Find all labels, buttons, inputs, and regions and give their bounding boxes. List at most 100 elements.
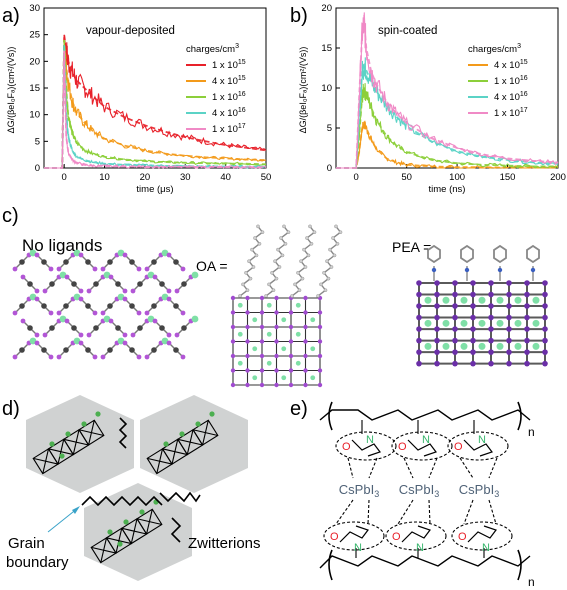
panel-a-xlabel: time (μs) <box>136 184 173 195</box>
chain-atom <box>297 288 302 293</box>
iodide-atom <box>434 291 440 298</box>
lead-atom <box>63 303 69 309</box>
cation-dot <box>95 411 101 417</box>
series-trace-4 <box>44 50 267 169</box>
panel-c-label-pea: PEA = <box>392 239 431 255</box>
lead-atom <box>93 325 99 331</box>
cesium-atom <box>532 319 540 327</box>
coordination-dash <box>459 457 474 479</box>
cesium-atom <box>266 360 272 366</box>
iodide-atom <box>259 368 265 373</box>
iodide-atom <box>506 337 512 344</box>
iodide-atom <box>12 354 18 360</box>
cesium-atom <box>191 315 199 323</box>
iodide-atom <box>488 303 494 309</box>
iodide-atom <box>34 288 40 294</box>
iodide-atom <box>122 288 128 294</box>
chain-atom <box>274 276 279 281</box>
iodide-atom <box>136 310 142 316</box>
iodide-atom <box>452 291 458 298</box>
legend-label: 4 x 1016 <box>494 91 528 103</box>
chain-atom <box>316 294 320 298</box>
cesium-atom <box>266 331 272 337</box>
iodide-atom <box>245 368 250 373</box>
cesium-atom <box>496 296 504 304</box>
iodide-atom <box>452 326 458 332</box>
oa-ligand-lattice-diagram <box>230 224 343 388</box>
cation-dot <box>163 441 169 447</box>
iodide-atom <box>317 310 323 315</box>
iodide-atom <box>136 266 142 272</box>
iodide-atom <box>542 280 548 286</box>
top-pyrrolidone-ring-0: ON <box>335 431 397 461</box>
chain-atom <box>250 247 254 252</box>
cesium-atom <box>478 296 486 304</box>
lead-atom <box>93 281 99 287</box>
lead-atom <box>115 325 121 331</box>
chain-atom <box>286 230 291 234</box>
iodide-atom <box>274 295 279 301</box>
panel-b-legend-title: charges/cm3 <box>468 43 521 55</box>
chain-atom <box>245 288 250 293</box>
y-tick-label: 25 <box>29 30 40 41</box>
panel-a-chart: 0 5 10 15 20 25 30 0 10 20 30 40 50 vapour-deposited… <box>6 3 271 195</box>
y-tick-label: 0 <box>35 163 40 174</box>
coordination-dash <box>368 457 378 479</box>
lead-atom <box>63 259 69 265</box>
octahedron-diagonal <box>100 537 108 563</box>
y-tick-label: 20 <box>321 3 332 14</box>
chain-atom <box>303 265 308 269</box>
cation-dot <box>139 509 145 515</box>
cesium-atom <box>460 319 468 327</box>
nitrogen-atom-label: N <box>482 542 490 554</box>
ring-bonds <box>351 439 381 457</box>
iodide-atom <box>303 339 308 344</box>
cesium-atom <box>310 317 316 323</box>
cesium-atom <box>424 296 432 304</box>
oxygen-atom-label: O <box>392 531 401 543</box>
nitrogen-atom-label: N <box>366 434 374 446</box>
iodide-atom <box>86 332 92 338</box>
chain-atom <box>271 288 276 293</box>
y-tick-label: 5 <box>327 123 332 134</box>
panel-d-grain-diagram: Zwitterions Grain boundary <box>6 395 261 581</box>
nitrogen-atom-label: N <box>478 434 486 446</box>
iodide-atom <box>48 266 54 272</box>
iodide-atom <box>470 291 476 298</box>
iodide-atom <box>288 324 294 330</box>
chain-atom <box>332 253 337 258</box>
lead-atom <box>151 259 157 265</box>
bottom-left-bracket <box>328 549 333 581</box>
cesium-atom <box>191 271 199 279</box>
lead-atom <box>85 347 91 353</box>
octahedron-diagonal <box>171 439 179 465</box>
lead-atom <box>151 303 157 309</box>
iodide-atom <box>452 303 458 309</box>
x-tick-label: 10 <box>99 172 110 183</box>
cesium-atom <box>478 342 486 350</box>
lead-atom <box>19 303 25 309</box>
iodide-atom <box>122 252 128 258</box>
pea-nitrogen <box>497 267 503 273</box>
iodide-atom <box>317 324 323 330</box>
iodide-atom <box>20 318 26 324</box>
chain-atom <box>323 288 328 293</box>
chain-atom <box>329 265 334 269</box>
chain-atom <box>326 276 331 281</box>
cesium-atom <box>281 375 287 381</box>
iodide-atom <box>48 354 54 360</box>
lead-atom <box>181 325 187 331</box>
y-tick-label: 30 <box>29 3 40 14</box>
iodide-atom <box>434 337 440 344</box>
octahedron-diagonal <box>57 439 65 465</box>
iodide-atom <box>317 368 323 373</box>
y-tick-label: 15 <box>321 43 332 54</box>
pea-nitrogen <box>464 267 470 273</box>
grain-label: Grain <box>8 535 45 552</box>
bottom-repeat-n: n <box>528 575 535 589</box>
chain-atom <box>331 236 335 240</box>
cesium-atom <box>252 317 258 323</box>
cspbi3-label: CsPbI3 <box>459 482 499 499</box>
coordination-dash <box>488 457 498 479</box>
panel-a-series <box>44 34 267 169</box>
